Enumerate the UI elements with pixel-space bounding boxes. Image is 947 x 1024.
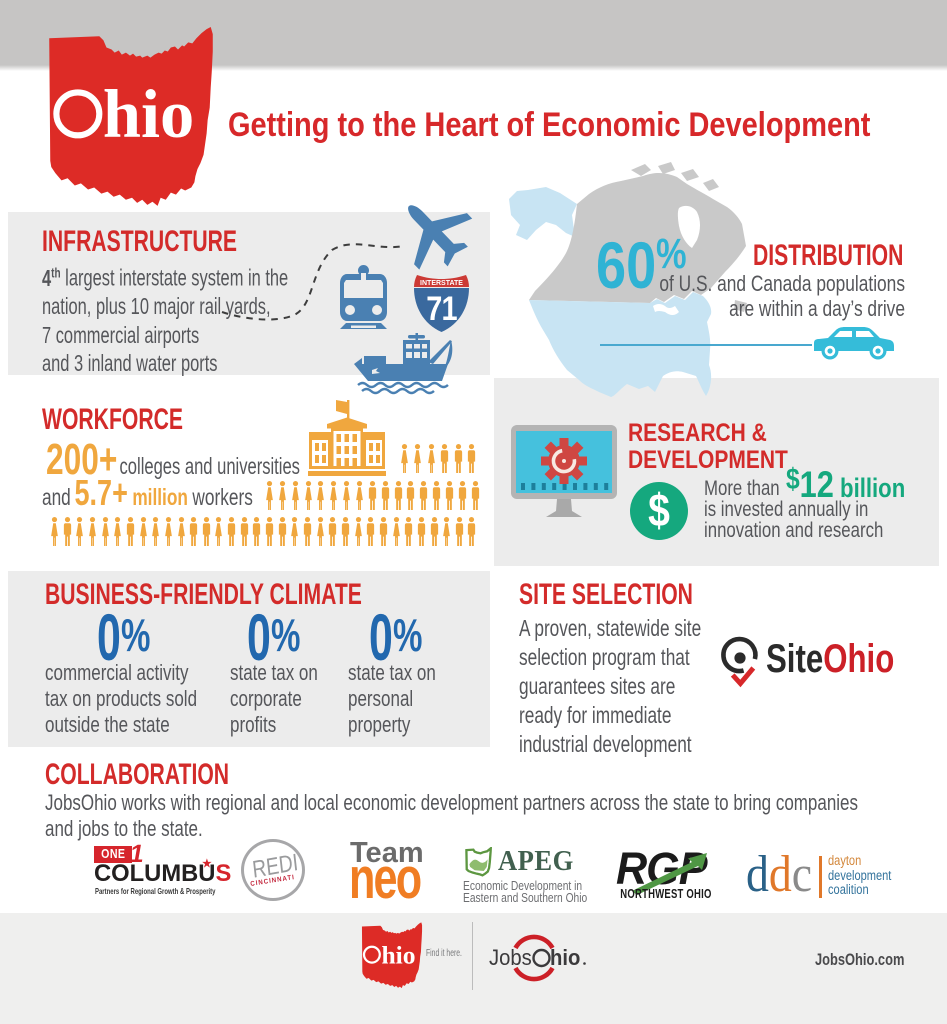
svg-text:INTERSTATE: INTERSTATE [420,280,463,287]
svg-text:hio: hio [550,945,580,970]
svg-text:hio: hio [103,76,194,152]
svg-text:NORTHWEST OHIO: NORTHWEST OHIO [620,888,711,901]
svg-text:neo: neo [349,865,421,900]
svg-text:RGP: RGP [616,846,708,894]
svg-text:71: 71 [426,289,457,328]
svg-text:Jobs: Jobs [489,945,532,970]
svg-text:hio: hio [381,940,415,969]
